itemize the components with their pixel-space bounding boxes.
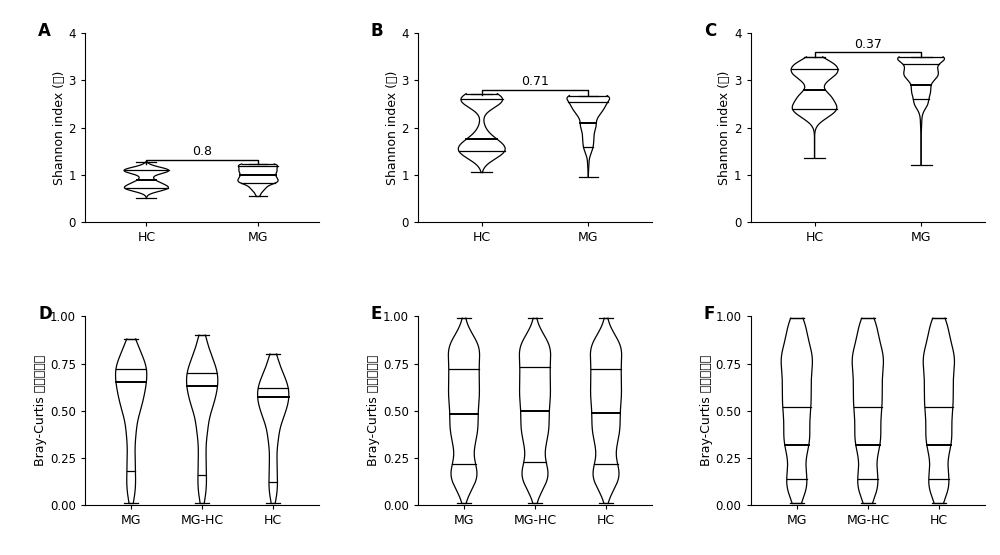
Text: E: E [371,305,382,323]
Y-axis label: Bray-Curtis 距离（种）: Bray-Curtis 距离（种） [700,355,713,466]
Text: 0.37: 0.37 [854,38,882,51]
Y-axis label: Bray-Curtis 距离（属）: Bray-Curtis 距离（属） [367,355,380,466]
Text: F: F [704,305,715,323]
Text: B: B [371,22,384,40]
Y-axis label: Bray-Curtis 距离（门）: Bray-Curtis 距离（门） [34,355,47,466]
Text: A: A [38,22,51,40]
Text: 0.71: 0.71 [521,75,549,88]
Y-axis label: Shannon index (种): Shannon index (种) [718,70,731,185]
Y-axis label: Shannon index (属): Shannon index (属) [386,70,399,185]
Text: 0.8: 0.8 [192,145,212,158]
Text: D: D [38,305,52,323]
Y-axis label: Shannon index (门): Shannon index (门) [53,70,66,185]
Text: C: C [704,22,716,40]
